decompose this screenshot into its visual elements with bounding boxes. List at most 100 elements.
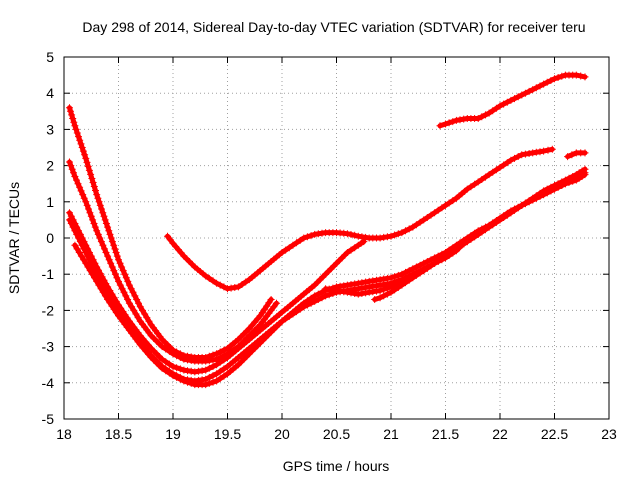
data-point [380,285,388,293]
data-point [205,357,213,364]
data-point [518,91,526,99]
data-point [173,373,181,381]
data-point [104,252,112,260]
data-point [166,236,174,244]
data-point [209,363,217,370]
data-point [224,285,231,293]
data-point [194,367,202,375]
data-point [187,379,195,387]
data-point [543,78,551,86]
data-point [78,241,86,249]
data-point [87,170,95,178]
data-point [133,296,141,303]
data-point [67,107,74,115]
data-point [322,285,330,293]
data-point [343,288,351,296]
data-point [380,292,388,300]
data-point [456,242,464,250]
grid [64,57,609,419]
data-point [76,238,84,246]
data-point [70,118,78,126]
data-point [307,232,315,240]
data-point [76,136,84,144]
data-point [105,227,113,235]
data-point [134,314,142,322]
data-point [351,290,359,297]
data-point [101,292,109,300]
data-point [130,306,138,314]
data-point [73,230,81,238]
data-point [216,375,224,383]
series-line [372,172,588,302]
data-point [420,216,428,224]
data-point [176,375,184,383]
data-point [121,270,129,278]
data-point [373,276,380,284]
x-axis-label: GPS time / hours [283,458,390,474]
data-point [311,230,319,238]
data-point [507,209,515,217]
data-point [354,279,362,287]
data-point [81,151,89,159]
data-point [398,270,406,278]
data-point [525,198,533,206]
data-point [180,366,188,374]
data-point [525,87,533,95]
data-point [127,285,135,293]
data-point [184,356,191,364]
data-point [110,241,118,249]
data-point [318,288,326,296]
data-point [347,289,355,297]
data-point [293,239,300,247]
data-point [105,256,113,264]
data-point [122,274,130,282]
data-point [445,119,453,127]
data-point [303,233,311,241]
data-point [325,285,333,293]
data-point [216,281,224,289]
data-point [500,100,508,108]
data-point [169,372,177,380]
data-point [362,278,370,286]
data-point [169,350,177,358]
data-point [485,171,493,179]
data-point [289,241,297,249]
data-point [500,161,508,169]
data-point [547,187,555,195]
y-axis-label: SDTVAR / TECUs [6,182,22,294]
data-point [91,223,99,231]
data-point [282,246,290,254]
data-point [102,249,110,256]
data-point [540,80,548,88]
data-point [74,180,82,188]
data-point [86,267,94,275]
data-point [93,191,101,199]
data-point [141,310,149,318]
data-point [77,252,85,260]
data-point [572,71,580,79]
data-point [412,221,420,229]
data-point [536,192,544,200]
data-point [205,373,213,381]
data-point [165,347,173,355]
data-point [273,299,280,307]
data-point [575,174,583,182]
data-point [66,209,73,217]
data-point [474,115,482,122]
data-point [485,223,493,231]
data-point [489,168,497,176]
data-point [76,183,84,191]
data-point [427,256,435,264]
data-point [84,162,92,170]
data-point [111,245,119,253]
data-point [101,216,109,224]
data-point [376,276,384,284]
data-point [84,252,92,260]
data-point [492,218,500,226]
data-point [434,206,442,214]
data-point [198,367,206,375]
data-point [427,211,435,219]
data-point [92,187,99,194]
data-point [423,258,431,265]
data-point [73,245,81,253]
